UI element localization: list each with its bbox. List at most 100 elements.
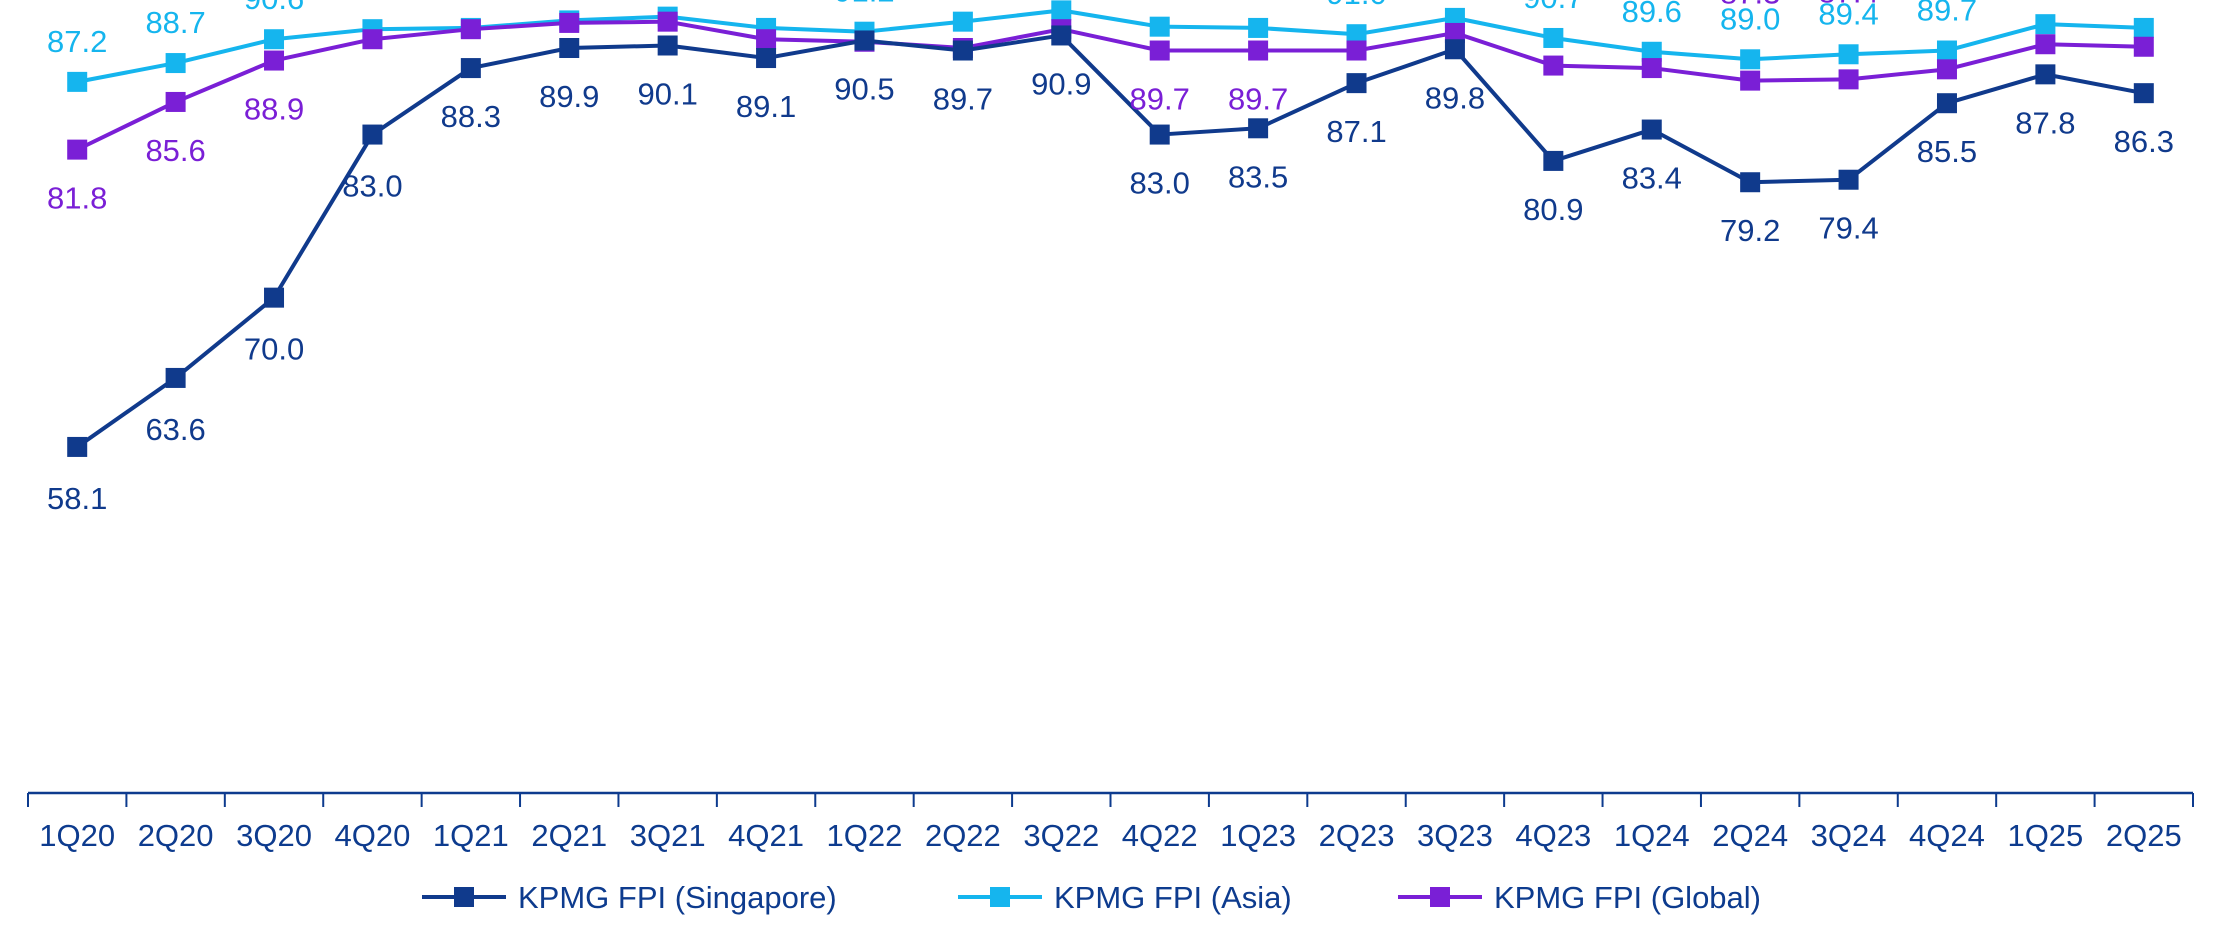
x-tick-label: 4Q21 (728, 818, 804, 853)
data-point-marker (1346, 24, 1367, 45)
x-tick-label: 4Q20 (335, 818, 411, 853)
data-point-marker (1051, 25, 1072, 46)
data-label: 87.3 (1720, 0, 1780, 11)
data-label: 88.3 (441, 99, 501, 134)
data-point-marker (1838, 69, 1859, 90)
data-label: 83.0 (1130, 166, 1190, 201)
data-point-marker (1641, 58, 1662, 79)
series-group (67, 0, 2154, 457)
data-point-marker (1641, 41, 1662, 62)
data-label: 91.5 (2114, 0, 2174, 5)
x-tick-label: 3Q22 (1023, 818, 1099, 853)
x-tick-label: 1Q24 (1614, 818, 1690, 853)
data-point-marker (559, 38, 580, 59)
data-label: 80.9 (1523, 192, 1583, 227)
data-point-marker (1346, 40, 1367, 61)
data-label: 83.5 (1228, 159, 1288, 194)
data-point-marker (460, 19, 481, 40)
data-point-marker (362, 124, 383, 145)
x-tick-label: 1Q21 (433, 818, 509, 853)
data-point-marker (1936, 93, 1957, 114)
series-line (76, 33, 2145, 449)
legend-marker (990, 887, 1010, 907)
data-point-marker (165, 53, 186, 74)
data-label: 91.4 (342, 0, 402, 6)
x-axis: 1Q20 2Q20 3Q20 4Q20 1Q21 2Q21 3Q21 4Q21 1Q22 2Q22… (27, 791, 2194, 853)
data-point-marker (854, 30, 875, 51)
data-label: 88.9 (244, 92, 304, 127)
data-label: 91.8 (2015, 0, 2075, 1)
data-label: 90.9 (1031, 66, 1091, 101)
data-label: 87.1 (1326, 114, 1386, 149)
data-label: 90.1 (637, 76, 697, 111)
data-point-marker (657, 35, 678, 56)
data-label: 91.5 (736, 0, 796, 5)
data-label: 90.6 (244, 0, 304, 16)
data-label: 91.5 (441, 0, 501, 5)
data-point-marker (1444, 7, 1465, 28)
data-point-marker (1936, 59, 1957, 80)
legend-label: KPMG FPI (Singapore) (518, 880, 837, 915)
data-label: 91.5 (1228, 0, 1288, 5)
legend-label: KPMG FPI (Asia) (1054, 880, 1292, 915)
legend-label: KPMG FPI (Global) (1494, 880, 1761, 915)
series-line (76, 19, 2144, 152)
data-point-marker (67, 139, 88, 160)
data-point-marker (657, 11, 678, 32)
data-point-marker (1149, 40, 1170, 61)
series-line (76, 8, 2144, 84)
data-point-marker (1248, 40, 1269, 61)
data-label: 90.6 (342, 0, 402, 6)
data-point-marker (1740, 49, 1761, 70)
data-label: 79.2 (1720, 213, 1780, 248)
x-tick-label: 2Q23 (1319, 818, 1395, 853)
data-point-marker (1346, 73, 1367, 94)
data-label: 89.6 (1622, 0, 1682, 29)
data-point-marker (952, 40, 973, 61)
x-tick-label: 3Q20 (236, 818, 312, 853)
data-point-marker (264, 50, 285, 71)
data-point-marker (2133, 83, 2154, 104)
data-label: 87.4 (1818, 0, 1878, 9)
legend-item: KPMG FPI (Singapore) (422, 880, 837, 915)
data-point-marker (67, 71, 88, 92)
data-label: 70.0 (244, 332, 304, 367)
x-tick-label: 1Q22 (827, 818, 903, 853)
data-label: 89.9 (539, 79, 599, 114)
data-point-marker (2133, 36, 2154, 57)
data-label: 90.5 (834, 71, 894, 106)
data-point-marker (2035, 34, 2056, 55)
x-tick-label: 2Q20 (138, 818, 214, 853)
x-tick-label: 4Q24 (1909, 818, 1985, 853)
data-point-marker (165, 367, 186, 388)
data-point-marker (264, 29, 285, 50)
legend-item: KPMG FPI (Global) (1398, 880, 1761, 915)
data-label: 79.4 (1818, 211, 1878, 246)
x-tick-label: 1Q20 (39, 818, 115, 853)
data-point-marker (264, 287, 285, 308)
legend: KPMG FPI (Singapore) KPMG FPI (Asia) KPMG … (422, 880, 1761, 915)
data-point-marker (1444, 39, 1465, 60)
x-tick-label: 1Q25 (2007, 818, 2083, 853)
data-point-marker (67, 436, 88, 457)
data-point-marker (1838, 169, 1859, 190)
data-label: 89.1 (736, 89, 796, 124)
data-point-marker (952, 11, 973, 32)
x-tick-label: 2Q22 (925, 818, 1001, 853)
data-point-marker (1051, 0, 1072, 21)
data-point-marker (1543, 27, 1564, 48)
data-labels: 58.1 63.6 70.0 83.0 88.3 89.9 90.1 89.1 90.5 89.7… (47, 0, 2174, 516)
data-label: 89.4 (1818, 0, 1878, 31)
data-label: 91.2 (834, 0, 894, 9)
data-label: 86.3 (2114, 124, 2174, 159)
x-tick-label: 3Q24 (1811, 818, 1887, 853)
x-tick-label: 3Q21 (630, 818, 706, 853)
data-point-marker (1248, 17, 1269, 38)
data-point-marker (559, 12, 580, 33)
data-point-marker (1838, 44, 1859, 65)
data-point-marker (1149, 124, 1170, 145)
x-tick-label: 2Q24 (1712, 818, 1788, 853)
data-point-marker (362, 29, 383, 50)
series-0 (67, 25, 2154, 457)
